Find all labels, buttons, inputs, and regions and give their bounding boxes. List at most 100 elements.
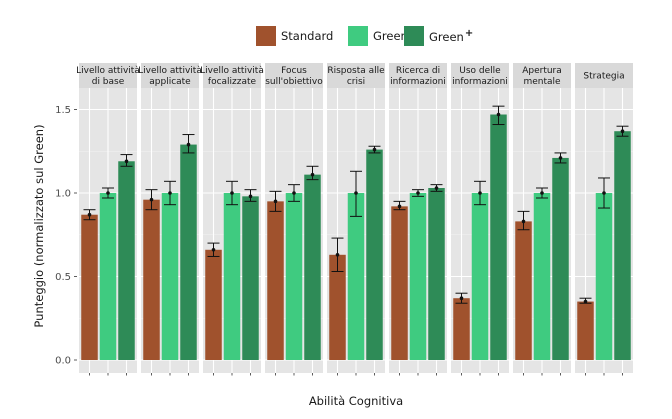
facet-strip <box>327 63 385 88</box>
bar-green-plus <box>428 187 445 360</box>
y-tick-label: 1.0 <box>55 189 71 200</box>
bar-green-plus <box>552 157 569 360</box>
mean-point-standard <box>521 219 526 224</box>
legend-swatch-green-plus <box>404 26 424 46</box>
mean-point-green-plus <box>310 172 315 177</box>
bar-green-plus <box>614 131 631 360</box>
bar-green-plus <box>242 196 259 360</box>
facet-strip-label: Livello attività <box>138 66 202 76</box>
facet-strip-label: Livello attività <box>200 66 264 76</box>
legend-item-green: Green <box>348 25 408 47</box>
facet-strip-label: Livello attività <box>76 66 140 76</box>
mean-point-green-plus <box>248 194 253 199</box>
mean-point-green <box>106 191 110 195</box>
y-axis-title: Punteggio (normalizzato sul Green) <box>32 124 46 327</box>
mean-point-green-plus <box>496 112 501 117</box>
mean-point-standard <box>149 197 154 202</box>
bar-standard <box>577 301 594 360</box>
bar-green-plus <box>180 144 197 360</box>
bar-green-plus <box>118 161 135 360</box>
bar-green-plus <box>304 174 321 360</box>
bar-green <box>595 193 613 360</box>
facet-strip-label: Strategia <box>583 72 624 82</box>
bar-standard <box>267 201 284 360</box>
bar-standard <box>515 221 532 360</box>
legend-label-standard: Standard <box>281 29 334 43</box>
facet-strip <box>141 63 199 88</box>
bar-green <box>347 193 365 360</box>
mean-point-green-plus <box>434 186 439 190</box>
mean-point-standard <box>273 199 278 204</box>
bar-green <box>533 193 551 360</box>
facet-strip <box>389 63 447 88</box>
bar-standard <box>143 199 160 360</box>
mean-point-standard <box>459 296 464 301</box>
bar-green <box>223 193 241 360</box>
mean-point-standard <box>583 299 588 304</box>
facet-strip <box>203 63 261 88</box>
mean-point-green-plus <box>186 142 191 147</box>
mean-point-green <box>478 191 482 195</box>
facet-strip-label: Risposta alle <box>327 66 385 76</box>
mean-point-green <box>354 191 358 195</box>
mean-point-green-plus <box>372 147 377 152</box>
facet-panel: Strategia <box>575 63 633 376</box>
mean-point-green <box>292 191 296 195</box>
legend-swatch-green <box>348 26 368 46</box>
bar-green <box>409 193 427 360</box>
facet-strip-label: crisi <box>347 77 365 87</box>
facet-strip-label: applicate <box>149 77 191 87</box>
bar-green <box>285 193 303 360</box>
facet-strip <box>79 63 137 88</box>
legend: Standard Green Green+ <box>0 25 672 47</box>
mean-point-green-plus <box>124 159 129 164</box>
legend-item-standard: Standard <box>256 25 333 47</box>
legend-label-green-plus-text: Green <box>429 29 464 44</box>
facet-strip <box>265 63 323 88</box>
facet-strip-label: informazioni <box>452 77 508 87</box>
y-tick-label: 1.5 <box>55 105 71 116</box>
facet-strip-label: Uso delle <box>459 66 501 76</box>
facet-strip-label: Ricerca di <box>396 66 440 76</box>
bar-standard <box>453 298 470 360</box>
x-axis-title: Abilità Cognitiva <box>309 394 403 408</box>
legend-label-plus-sign: + <box>464 28 474 40</box>
bar-green <box>161 193 179 360</box>
mean-point-green-plus <box>620 129 625 134</box>
bar-standard <box>81 214 98 360</box>
mean-point-green <box>416 191 420 195</box>
mean-point-standard <box>211 247 216 252</box>
legend-label-green-plus: Green+ <box>429 28 473 44</box>
facet-strip-label: sull'obiettivo <box>265 77 323 87</box>
legend-item-green-plus: Green+ <box>404 25 473 47</box>
bar-green-plus <box>490 114 507 360</box>
mean-point-standard <box>397 204 402 209</box>
mean-point-green <box>540 191 544 195</box>
mean-point-standard <box>87 212 92 217</box>
facet-strip <box>451 63 509 88</box>
facet-strip-label: mentale <box>523 77 561 87</box>
mean-point-green <box>168 191 172 195</box>
bar-standard <box>391 206 408 360</box>
legend-swatch-standard <box>256 26 276 46</box>
bar-green-plus <box>366 149 383 360</box>
facet-strip-label: focalizzate <box>208 77 257 87</box>
facet-strip-label: di base <box>92 77 125 87</box>
facet-strip-label: Focus <box>281 66 307 76</box>
mean-point-green <box>602 191 606 195</box>
bar-green <box>99 193 117 360</box>
mean-point-standard <box>335 252 340 257</box>
bar-green <box>471 193 489 360</box>
facet-strip-label: informazioni <box>390 77 446 87</box>
y-tick-label: 0.5 <box>55 272 71 283</box>
